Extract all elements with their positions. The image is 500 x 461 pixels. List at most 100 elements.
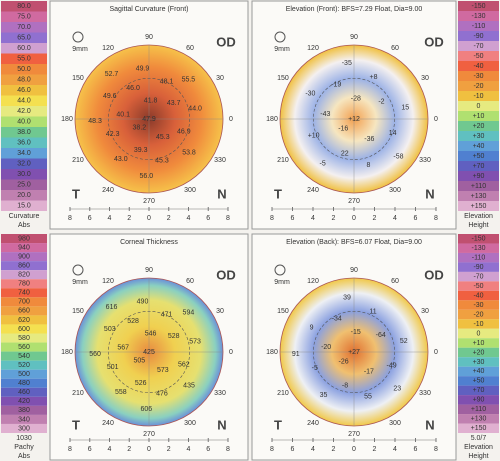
map-value: 48.1 <box>160 78 174 85</box>
panel-title: Corneal Thickness <box>120 239 178 246</box>
map-value: 91 <box>292 351 300 358</box>
angle-label: 270 <box>143 431 155 438</box>
map-value: 616 <box>106 304 118 311</box>
scale-swatch <box>458 141 499 151</box>
map-value: 47.9 <box>142 116 156 123</box>
temporal: T <box>72 417 80 432</box>
axis-tick-label: 4 <box>393 446 397 453</box>
scale-label: -40 <box>473 63 483 70</box>
scale-label: +40 <box>473 143 485 150</box>
scale-label: -50 <box>473 53 483 60</box>
angle-label: 300 <box>389 420 401 427</box>
map-value: 573 <box>189 339 201 346</box>
scale-label: 500 <box>18 371 30 378</box>
scale-swatch <box>1 405 47 415</box>
panel-title: Elevation (Back): BFS=6.07 Float, Dia=9.… <box>286 239 422 246</box>
scale-label: -10 <box>473 321 483 328</box>
scale-label: 48.0 <box>17 77 31 84</box>
map-value: -20 <box>321 344 331 351</box>
angle-label: 120 <box>102 278 114 285</box>
scale-label: -30 <box>473 302 483 309</box>
map-value: -34 <box>332 316 342 323</box>
angle-label: 90 <box>145 34 153 41</box>
angle-label: 330 <box>214 390 226 397</box>
scale-swatch <box>458 31 499 41</box>
panel-title: Sagittal Curvature (Front) <box>110 6 189 13</box>
axis-tick-label: 0 <box>352 446 356 453</box>
scale-label: -40 <box>473 292 483 299</box>
scale-swatch <box>1 252 47 262</box>
scale-label: 42.0 <box>17 108 31 115</box>
panel-title: Elevation (Front): BFS=7.29 Float, Dia=9… <box>286 6 423 13</box>
zoom-icon <box>72 264 84 276</box>
axis-tick-label: 4 <box>187 215 191 222</box>
map-value: +10 <box>308 132 320 139</box>
eye-label: OD <box>424 34 444 49</box>
scale-label: -110 <box>472 255 486 262</box>
scale-swatch <box>458 71 499 81</box>
scale-label: 34.0 <box>17 150 31 157</box>
scale-swatch <box>1 11 47 22</box>
scale-label: 580 <box>18 335 30 342</box>
scale-swatch <box>458 262 499 272</box>
scale-label: -10 <box>473 93 483 100</box>
map-value: -49 <box>387 363 397 370</box>
map-value: 43.7 <box>167 100 181 107</box>
scale-caption: Abs <box>18 222 31 229</box>
scale-swatch <box>1 64 47 75</box>
map-value: 526 <box>135 380 147 387</box>
scale-swatch <box>458 385 499 396</box>
scale-label: 80.0 <box>17 3 31 10</box>
angle-label: 0 <box>434 349 438 356</box>
axis-tick-label: 4 <box>108 215 112 222</box>
angle-label: 120 <box>307 278 319 285</box>
scale-swatch <box>1 342 47 352</box>
scale-swatch <box>1 53 47 64</box>
scale-swatch <box>1 261 47 271</box>
scale-swatch <box>458 252 499 263</box>
map-value: 41.8 <box>144 97 158 104</box>
scale-swatch <box>458 309 499 320</box>
scale-label: 55.0 <box>17 56 31 63</box>
scale-caption: 1030 <box>16 435 32 442</box>
scale-swatch <box>458 21 499 31</box>
scale-label: 75.0 <box>17 14 31 21</box>
scale-label: 0 <box>477 330 481 337</box>
scale-swatch <box>458 404 499 415</box>
scale-label: 44.0 <box>17 98 31 105</box>
scale-swatch <box>458 181 499 191</box>
angle-label: 150 <box>72 75 84 82</box>
scale-label: 65.0 <box>17 35 31 42</box>
scale-label: 70.0 <box>17 24 31 31</box>
scale-swatch <box>1 243 47 253</box>
angle-label: 330 <box>419 157 431 164</box>
map-value: -19 <box>331 82 341 89</box>
axis-tick-label: 8 <box>226 446 230 453</box>
map-value: 46.9 <box>177 129 191 136</box>
angle-label: 30 <box>216 75 224 82</box>
angle-label: 0 <box>229 116 233 123</box>
scale-swatch <box>1 315 47 325</box>
map-value: -8 <box>342 382 348 389</box>
scale-label: +30 <box>473 359 485 366</box>
scale-swatch <box>1 270 47 280</box>
scale-swatch <box>1 116 47 127</box>
scale-label: +90 <box>473 397 485 404</box>
map-value: 505 <box>134 358 146 365</box>
map-value: 11 <box>369 308 376 315</box>
map-value: 528 <box>127 318 139 325</box>
scale-swatch <box>458 423 499 433</box>
map-value: 40.1 <box>116 111 130 118</box>
scale-swatch <box>1 351 47 361</box>
scale-swatch <box>1 306 47 316</box>
scale-label: +10 <box>473 113 485 120</box>
scale-swatch <box>458 243 499 253</box>
angle-label: 240 <box>307 420 319 427</box>
map-value: -28 <box>351 95 361 102</box>
angle-label: 210 <box>72 390 84 397</box>
map-value: 49.9 <box>136 66 150 73</box>
angle-label: 210 <box>277 157 289 164</box>
scale-label: -50 <box>473 283 483 290</box>
scale-caption: Height <box>468 222 488 229</box>
